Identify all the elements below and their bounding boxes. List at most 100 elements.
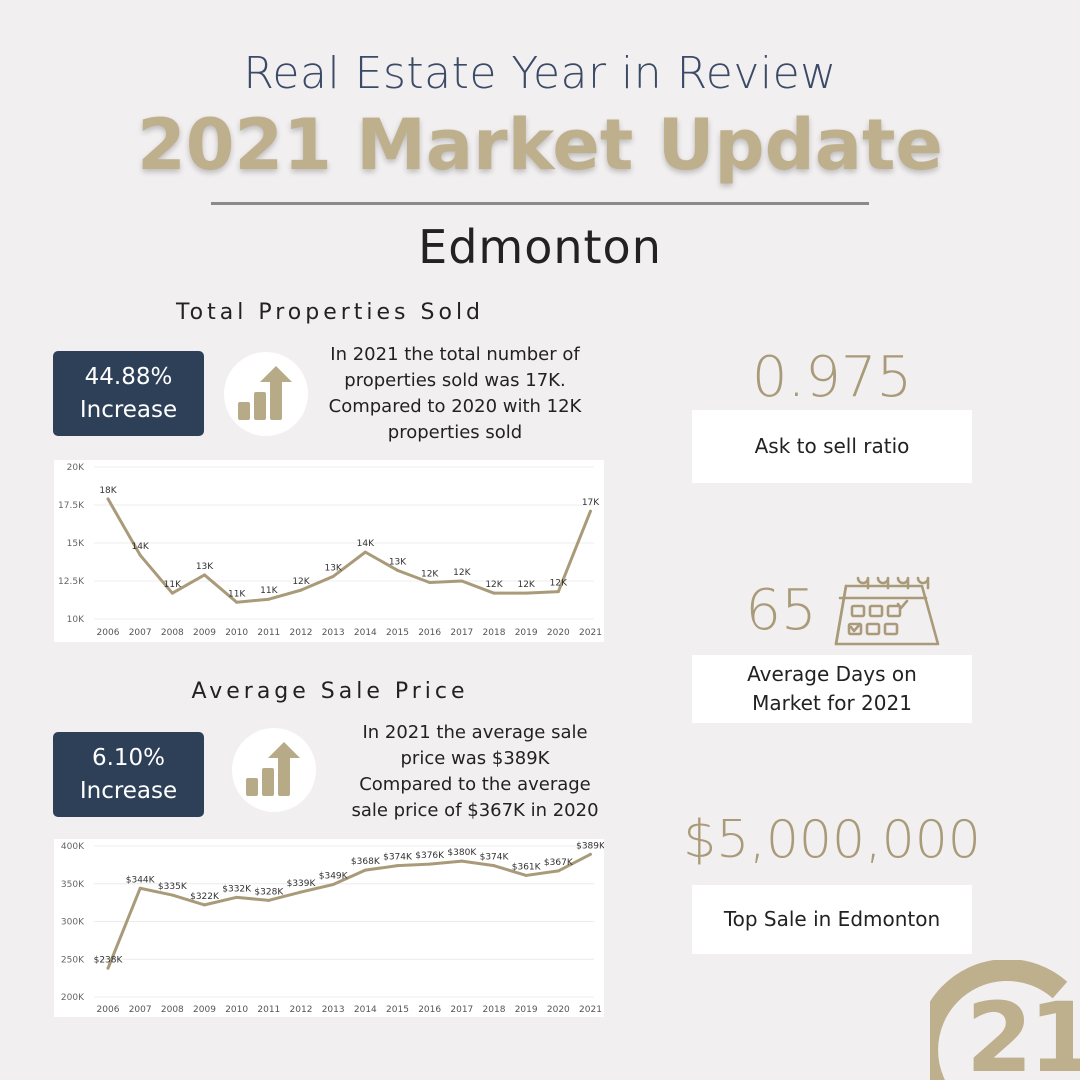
data-label: 17K	[582, 498, 600, 508]
brand-logo: 21	[930, 960, 1080, 1080]
series-line	[106, 498, 592, 604]
data-point	[589, 852, 592, 856]
x-tick-label: 2012	[290, 628, 313, 638]
page-title: 2021 Market Update	[137, 104, 943, 186]
x-tick-label: 2017	[450, 1005, 473, 1015]
price-chart-panel: 200K 250K 300K 350K 400K $238K 2006 $344K 2007 $3…	[54, 839, 604, 1017]
price-desc-line: Compared to the average	[359, 774, 591, 795]
data-point	[556, 869, 560, 873]
y-tick-label: 12.5K	[58, 577, 85, 587]
y-tick-label: 17.5K	[58, 501, 85, 511]
data-point	[267, 898, 271, 902]
price-description: In 2021 the average sale price was $389K…	[330, 720, 620, 824]
calendar-icon	[832, 574, 940, 652]
x-tick-label: 2013	[322, 1005, 345, 1015]
x-tick-label: 2007	[129, 1005, 152, 1015]
data-point	[331, 883, 335, 887]
data-point	[299, 890, 303, 894]
top-sale-label: Top Sale in Edmonton	[692, 885, 972, 954]
data-label: $344K	[126, 875, 156, 885]
sold-icon-circle	[224, 352, 308, 436]
data-label: 12K	[485, 580, 503, 590]
x-tick-label: 2020	[547, 1005, 570, 1015]
y-tick-label: 20K	[67, 463, 85, 473]
logo-text: 21	[966, 982, 1080, 1080]
y-tick-label: 350K	[61, 880, 85, 890]
x-tick-label: 2017	[450, 628, 473, 638]
y-tick-label: 300K	[61, 918, 85, 928]
x-tick-label: 2018	[483, 1005, 506, 1015]
x-tick-label: 2015	[386, 628, 409, 638]
data-point	[396, 864, 399, 868]
data-point	[460, 859, 464, 863]
data-label: $339K	[287, 879, 317, 889]
x-tick-label: 2011	[257, 628, 280, 638]
bar-chart-up-icon	[238, 366, 292, 420]
bar-chart-up-icon	[246, 742, 300, 796]
price-desc-line: In 2021 the average sale	[362, 722, 588, 743]
price-icon-circle	[232, 728, 316, 812]
x-tick-label: 2014	[354, 628, 377, 638]
top-sale-value: $5,000,000	[683, 810, 981, 870]
ratio-label-text: Ask to sell ratio	[754, 434, 910, 458]
x-tick-label: 2015	[386, 1005, 409, 1015]
data-label: $335K	[158, 882, 188, 892]
page-subtitle: Real Estate Year in Review	[243, 48, 837, 99]
y-tick-label: 10K	[67, 615, 85, 625]
x-tick-label: 2014	[354, 1005, 377, 1015]
data-point	[106, 497, 110, 501]
data-point	[524, 873, 528, 877]
data-label: 12K	[550, 579, 568, 589]
data-point	[106, 966, 110, 970]
series-line	[106, 852, 592, 969]
data-point	[556, 590, 560, 594]
data-point	[331, 574, 335, 578]
x-tick-label: 2010	[225, 628, 248, 638]
data-label: 14K	[131, 542, 149, 552]
days-label-line: Average Days on	[747, 662, 917, 686]
data-point	[235, 600, 239, 604]
sold-badge-value: 44.88%	[84, 363, 173, 390]
x-tick-label: 2008	[161, 628, 184, 638]
data-label: $380K	[447, 848, 477, 858]
data-label: 11K	[260, 586, 278, 596]
data-label: 12K	[453, 568, 471, 578]
sold-increase-badge: 44.88% Increase	[53, 351, 204, 436]
data-label: 13K	[389, 557, 407, 567]
data-point	[170, 591, 174, 595]
sold-desc-line: properties sold was 17K.	[344, 370, 566, 391]
sold-chart-panel: 10K 12.5K 15K 17.5K 20K 18K 2006 14K 2007 11K 2008…	[54, 460, 604, 642]
data-label: 14K	[357, 539, 375, 549]
x-tick-label: 2011	[257, 1005, 280, 1015]
price-badge-label: Increase	[79, 777, 178, 804]
data-point	[203, 903, 206, 907]
y-tick-label: 200K	[61, 993, 85, 1003]
x-tick-label: 2009	[193, 1005, 216, 1015]
data-point	[299, 588, 303, 592]
sold-line-chart: 10K 12.5K 15K 17.5K 20K 18K 2006 14K 2007 11K 2008…	[58, 463, 602, 638]
data-label: $368K	[351, 857, 381, 867]
x-tick-label: 2021	[579, 1005, 602, 1015]
data-point	[396, 568, 399, 572]
data-label: 12K	[292, 577, 310, 587]
data-label: $332K	[222, 884, 252, 894]
data-point	[363, 550, 367, 554]
sold-desc-line: Compared to 2020 with 12K	[328, 396, 582, 417]
data-point	[428, 862, 432, 866]
data-point	[492, 591, 496, 595]
days-label-line: Market for 2021	[752, 691, 912, 715]
data-point	[138, 886, 142, 890]
data-label: 11K	[164, 580, 182, 590]
data-label: $374K	[480, 853, 510, 863]
data-label: $361K	[512, 862, 542, 872]
price-increase-badge: 6.10% Increase	[53, 732, 204, 817]
data-label: $376K	[415, 851, 445, 861]
data-point	[589, 509, 592, 513]
data-point	[428, 581, 432, 585]
price-section-title: Average Sale Price	[191, 679, 469, 704]
x-tick-label: 2018	[483, 628, 506, 638]
x-tick-label: 2016	[418, 628, 441, 638]
x-tick-label: 2008	[161, 1005, 184, 1015]
y-tick-label: 15K	[67, 539, 85, 549]
sold-desc-line: In 2021 the total number of	[330, 344, 580, 365]
